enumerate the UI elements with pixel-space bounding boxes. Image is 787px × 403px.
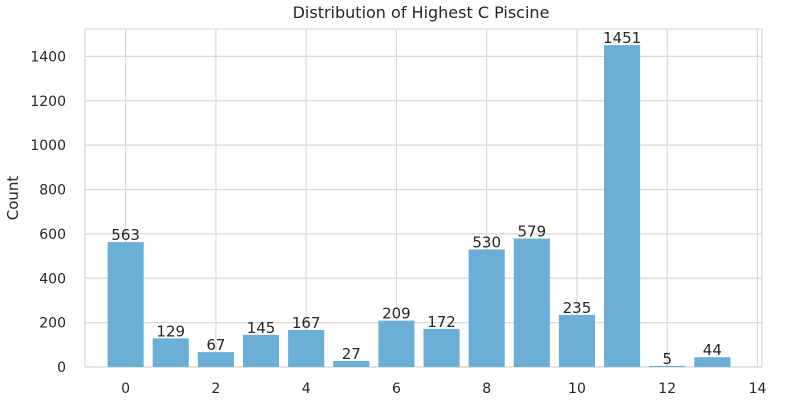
bar — [107, 242, 144, 367]
bar-value-label: 209 — [382, 305, 411, 323]
bar-value-label: 145 — [247, 319, 276, 337]
bar-value-label: 235 — [563, 299, 592, 317]
x-tick-label: 0 — [121, 381, 130, 397]
bar — [694, 357, 731, 367]
bars — [107, 45, 731, 367]
bar — [152, 338, 189, 367]
y-tick-label: 1000 — [30, 138, 66, 154]
x-tick-label: 8 — [482, 381, 491, 397]
bar — [649, 365, 686, 367]
x-tick-label: 12 — [658, 381, 676, 397]
x-axis-ticks: 0 2 4 6 8 10 12 14 — [121, 381, 766, 397]
bar-value-label: 129 — [156, 322, 185, 340]
bar — [468, 249, 505, 367]
bar — [513, 238, 550, 367]
bar-value-label: 579 — [517, 223, 546, 241]
y-tick-label: 600 — [39, 227, 66, 243]
bar-value-label: 530 — [472, 233, 501, 251]
y-tick-label: 1400 — [30, 49, 66, 65]
x-tick-label: 2 — [211, 381, 220, 397]
bar-value-label: 1451 — [603, 29, 641, 47]
bar-value-label: 44 — [703, 341, 722, 359]
x-tick-label: 10 — [568, 381, 586, 397]
bar — [333, 361, 370, 367]
x-tick-label: 6 — [392, 381, 401, 397]
y-tick-label: 800 — [39, 183, 66, 199]
y-tick-label: 400 — [39, 271, 66, 287]
bar — [288, 329, 325, 367]
grid-lines — [84, 28, 763, 368]
x-tick-label: 14 — [749, 381, 767, 397]
bar — [378, 320, 415, 367]
bar-value-label: 27 — [342, 345, 361, 363]
plot-frame — [84, 28, 763, 368]
y-tick-label: 200 — [39, 316, 66, 332]
data-labels: 563 129 67 145 167 27 209 172 530 579 235 1451 5 44 — [111, 29, 722, 368]
chart-title: Distribution of Highest C Piscine — [293, 3, 550, 22]
bar — [558, 314, 596, 367]
bar-value-label: 5 — [662, 350, 672, 368]
bar — [242, 334, 280, 367]
bar-value-label: 67 — [206, 336, 225, 354]
bar-value-label: 563 — [111, 226, 140, 244]
y-axis-label: Count — [4, 176, 22, 221]
bar — [197, 352, 234, 367]
bar-value-label: 167 — [292, 314, 321, 332]
bar — [604, 45, 641, 367]
bar-value-label: 172 — [427, 313, 456, 331]
x-tick-label: 4 — [302, 381, 311, 397]
bar — [423, 328, 460, 367]
y-tick-label: 0 — [57, 360, 66, 376]
y-axis-ticks: 0 200 400 600 800 1000 1200 1400 — [30, 49, 66, 376]
y-tick-label: 1200 — [30, 94, 66, 110]
